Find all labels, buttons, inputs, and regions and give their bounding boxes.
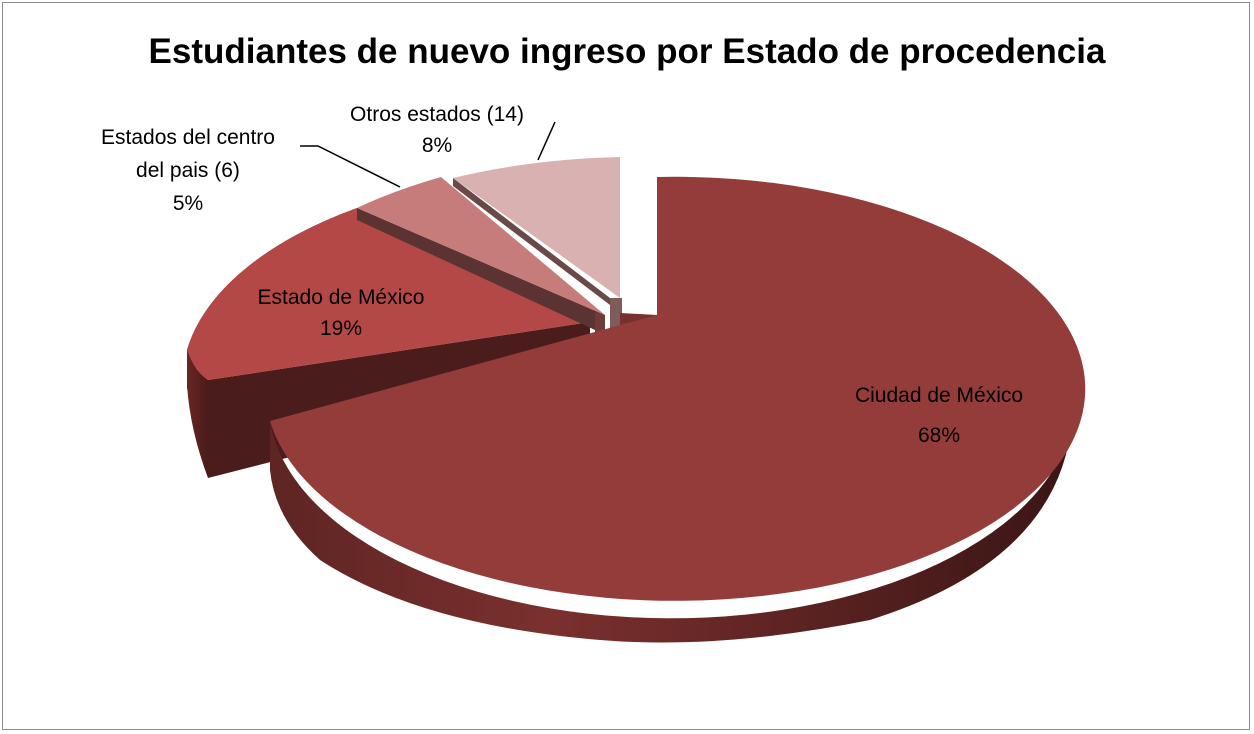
pie-slice-estados-del-centro-cut — [357, 208, 605, 340]
data-label-ciudad-de-mexico: Ciudad de México — [855, 384, 1023, 407]
pie-slice-otros-estados-top — [453, 157, 620, 298]
data-label-estado-de-mexico-percent: 19% — [320, 317, 362, 340]
pie-slice-otros-estados — [453, 157, 622, 335]
pie-slice-ciudad-de-mexico — [270, 176, 1086, 643]
data-label-estado-de-mexico: Estado de México — [258, 286, 425, 309]
pie-slice-estado-de-mexico-top — [187, 208, 590, 380]
data-label-estados-del-centro-line2: del pais (6) — [136, 159, 240, 182]
pie-slice-ciudad-de-mexico-top — [270, 176, 1086, 601]
chart-title: Estudiantes de nuevo ingreso por Estado … — [148, 32, 1106, 71]
pie-slice-otros-estados-cut — [453, 178, 610, 305]
leader-line-estados-del-centro — [300, 145, 401, 188]
data-label-ciudad-de-mexico-percent: 68% — [918, 424, 960, 447]
data-label-estados-del-centro-line1: Estados del centro — [101, 126, 275, 149]
data-label-estados-del-centro-percent: 5% — [173, 192, 203, 215]
leader-line-otros-estados — [537, 121, 556, 161]
data-label-otros-estados: Otros estados (14) — [350, 103, 524, 126]
data-label-otros-estados-percent: 8% — [422, 134, 452, 157]
pie-slice-estado-de-mexico-front — [187, 350, 208, 478]
pie-slice-estados-del-centro-top — [357, 177, 605, 315]
